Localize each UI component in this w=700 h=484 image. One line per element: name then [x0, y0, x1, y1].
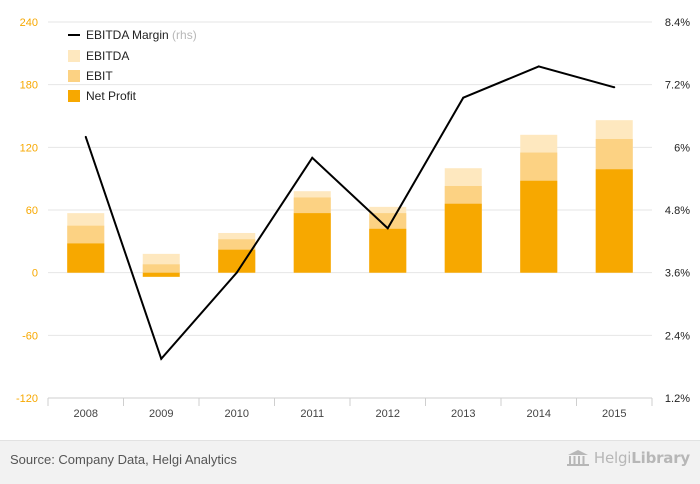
legend-label: Net Profit: [86, 89, 137, 103]
footer-bar: Source: Company Data, Helgi Analytics He…: [0, 440, 700, 484]
x-tick-label: 2013: [451, 408, 475, 420]
logo-text-bold: Library: [631, 449, 690, 467]
net-profit-bar: [67, 243, 105, 273]
left-tick-label: -60: [22, 330, 38, 342]
source-text: Source: Company Data, Helgi Analytics: [10, 452, 237, 467]
x-tick-label: 2012: [376, 408, 400, 420]
bars-layer: [67, 120, 633, 277]
net-profit-bar: [595, 169, 633, 273]
line-layer: [84, 65, 616, 361]
legend-swatch-ebit: [68, 70, 80, 82]
x-tick-label: 2015: [602, 408, 626, 420]
legend-label-ebitda-margin: EBITDA Margin (rhs): [86, 28, 197, 42]
x-tick-label: 2009: [149, 408, 173, 420]
net-profit-bar: [520, 180, 558, 273]
net-profit-bar: [293, 213, 331, 273]
right-tick-label: 8.4%: [665, 17, 690, 29]
x-tick-label: 2010: [225, 408, 249, 420]
legend-swatch-net-profit: [68, 90, 80, 102]
x-tick-label: 2014: [527, 408, 551, 420]
net-profit-bar: [218, 249, 256, 273]
library-columns-icon: [566, 450, 589, 466]
net-profit-bar: [142, 272, 180, 277]
ebitda-margin-point: [84, 135, 87, 138]
ebit-bar: [142, 264, 180, 273]
left-tick-label: 180: [20, 80, 38, 92]
right-tick-label: 3.6%: [665, 268, 690, 280]
right-tick-label: 4.8%: [665, 205, 690, 217]
ebitda-margin-point: [386, 227, 389, 230]
x-tick-label: 2011: [300, 408, 324, 420]
left-tick-label: -120: [16, 393, 38, 405]
logo-text-light: Helgi: [593, 449, 632, 467]
legend-label: EBITDA: [86, 49, 129, 63]
ebitda-margin-point: [537, 65, 540, 68]
ebitda-margin-point: [462, 96, 465, 99]
ebitda-margin-point: [160, 357, 163, 360]
ebitda-margin-point: [311, 156, 314, 159]
axes-layer: 240 8.4% 180 7.2% 120 6% 60 4.8% 0 3.6% -60 2.4% -12…: [16, 17, 690, 420]
left-tick-label: 240: [20, 17, 38, 29]
left-tick-label: 60: [26, 205, 38, 217]
helgi-library-logo: HelgiLibrary: [566, 449, 690, 467]
left-tick-label: 0: [32, 268, 38, 280]
right-tick-label: 7.2%: [665, 80, 690, 92]
legend-swatch-ebitda: [68, 50, 80, 62]
ebitda-margin-line: [84, 65, 615, 361]
ebitda-margin-point: [613, 86, 616, 89]
net-profit-bar: [369, 228, 407, 273]
legend-label: EBIT: [86, 69, 113, 83]
ebitda-margin-point: [235, 271, 238, 274]
chart-svg: 240 8.4% 180 7.2% 120 6% 60 4.8% 0 3.6% -60 2.4% -12…: [16, 17, 690, 420]
grid-layer: [48, 21, 652, 336]
x-tick-label: 2008: [74, 408, 98, 420]
right-tick-label: 2.4%: [665, 330, 690, 342]
right-tick-label: 6%: [674, 142, 690, 154]
right-tick-label: 1.2%: [665, 393, 690, 405]
left-tick-label: 120: [20, 142, 38, 154]
legend: EBITDA Margin (rhs) EBITDA EBIT Net Profit: [68, 28, 197, 103]
net-profit-bar: [444, 203, 482, 273]
